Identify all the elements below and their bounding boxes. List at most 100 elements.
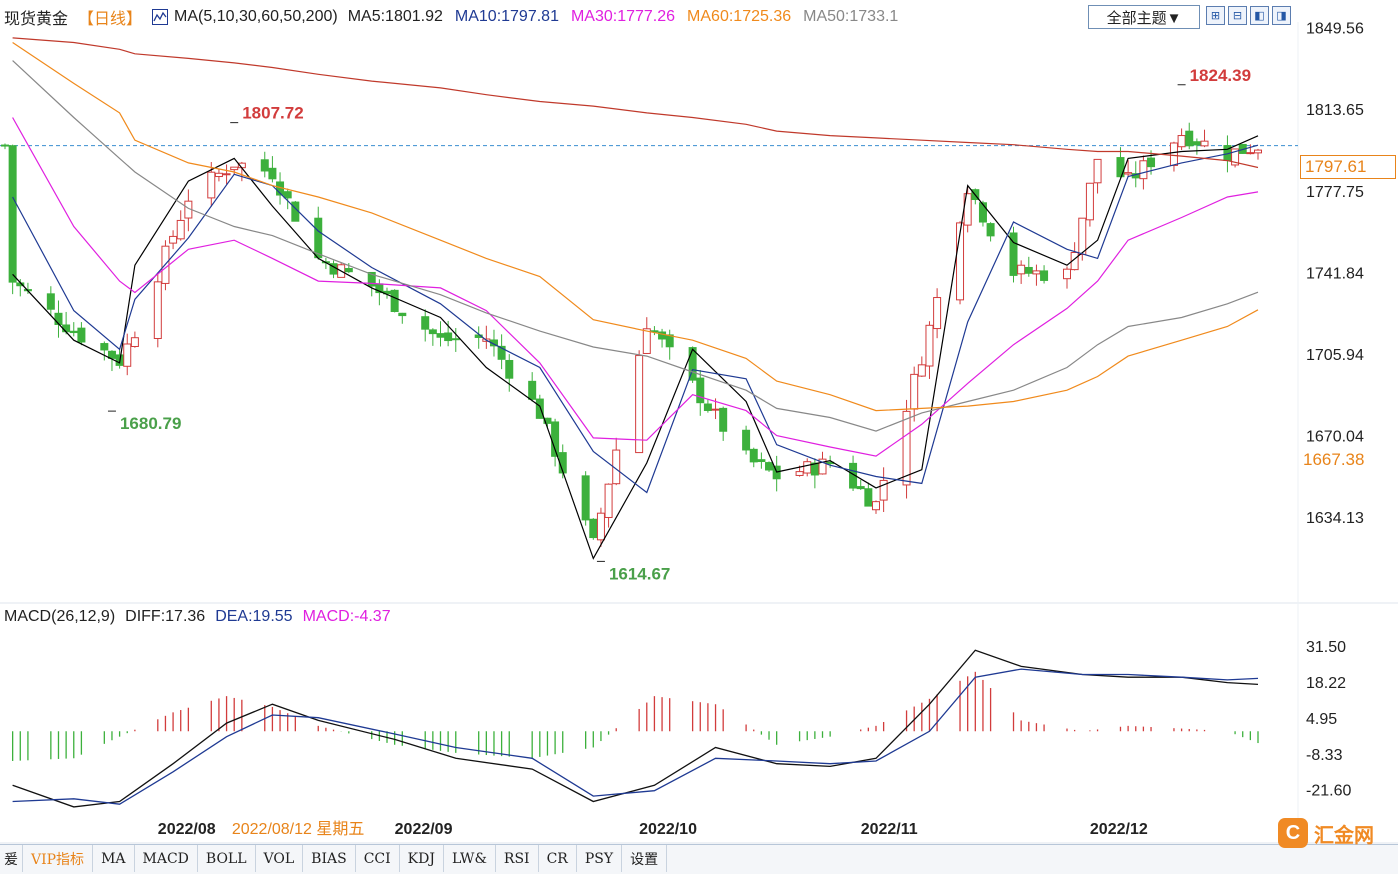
candle [115, 348, 124, 369]
candle [879, 467, 888, 513]
tab-macd[interactable]: MACD [135, 845, 198, 872]
candle-body [1062, 268, 1071, 280]
candle [1169, 141, 1178, 172]
tab-psy[interactable]: PSY [577, 845, 623, 872]
candle [658, 328, 667, 348]
candle-body [856, 486, 865, 490]
candle-body [344, 268, 353, 273]
tab-cr[interactable]: CR [539, 845, 577, 872]
macd-line-dea [12, 668, 1259, 805]
tab-vip[interactable]: VIP指标 [23, 845, 94, 872]
y-tick-label: 1741.84 [1306, 265, 1364, 282]
macd-y-tick-label: 18.22 [1306, 675, 1346, 692]
candle [1116, 147, 1125, 178]
candle-body [207, 171, 216, 199]
ma-values: MA5:1801.92 MA10:1797.81 MA30:1777.26 MA60:… [348, 8, 899, 26]
candle-body [1124, 172, 1133, 175]
candle-body [100, 343, 109, 351]
candle-body [589, 518, 598, 539]
ma-value-2: MA30:1777.26 [570, 8, 676, 25]
candle-body [214, 172, 223, 178]
candle-body [986, 223, 995, 237]
crosshair-icon[interactable]: ⊞ [1206, 6, 1225, 25]
ma60-price-tag: 1667.38 [1303, 450, 1365, 469]
tab-rsi[interactable]: RSI [496, 845, 539, 872]
candle [62, 311, 71, 335]
candle-body [69, 330, 78, 334]
tab-cci[interactable]: CCI [356, 845, 400, 872]
tab-kdj[interactable]: KDJ [400, 845, 444, 872]
period-label[interactable]: 【日线】 [78, 11, 143, 28]
candle-body [451, 338, 460, 341]
candle-body [795, 471, 804, 476]
candle [222, 164, 231, 185]
candle-body [314, 217, 323, 259]
extreme-label: 1807.72 [242, 104, 303, 123]
candle [703, 399, 712, 413]
candle [742, 425, 751, 455]
x-tick-label: 2022/08 [158, 821, 216, 838]
candle [1177, 128, 1186, 150]
candle-body [1116, 157, 1125, 178]
tab-edge[interactable]: 爰 [0, 845, 23, 872]
candle [260, 151, 269, 178]
candle-body [176, 219, 185, 240]
candle [1085, 182, 1094, 227]
candle-body [230, 166, 239, 171]
tab-ma[interactable]: MA [93, 845, 135, 872]
candle-body [62, 324, 71, 333]
extreme-label: 1824.39 [1190, 66, 1251, 85]
candle-body [107, 350, 116, 359]
candle [635, 350, 644, 454]
candle-body [688, 347, 697, 381]
candle [910, 366, 919, 422]
candle [604, 483, 613, 528]
candle-body [54, 312, 63, 325]
indicator-tabs: 爰 VIP指标 MA MACD BOLL VOL BIAS CCI KDJ LW… [0, 844, 1398, 874]
candle [1254, 148, 1262, 160]
candle-body [1085, 182, 1094, 221]
candle [864, 482, 873, 507]
candle-body [528, 380, 537, 400]
ma-params[interactable]: MA(5,10,30,60,50,200) [174, 8, 338, 25]
candle [153, 272, 162, 348]
theme-dropdown[interactable]: 全部主题▼ [1088, 5, 1200, 29]
candle [46, 286, 55, 316]
tab-bias[interactable]: BIAS [303, 845, 356, 872]
candle [329, 260, 338, 279]
candle [749, 447, 758, 468]
tab-lw[interactable]: LW& [444, 845, 496, 872]
candle-body [1177, 135, 1186, 148]
indicator-icon[interactable] [152, 9, 169, 25]
tab-vol[interactable]: VOL [256, 845, 304, 872]
candle [444, 320, 453, 347]
candle-body [864, 488, 873, 507]
tab-settings[interactable]: 设置 [622, 845, 668, 872]
macd-dea: DEA:19.55 [215, 608, 293, 625]
candle-body [978, 202, 987, 223]
candle-body [635, 355, 644, 454]
candle [1040, 265, 1049, 284]
candle-body [1032, 270, 1041, 275]
x-tick-label: 2022/12 [1090, 821, 1148, 838]
candle-body [390, 289, 399, 313]
candle-body [153, 281, 162, 340]
candle [451, 327, 460, 352]
move-right-icon[interactable]: ◨ [1272, 6, 1291, 25]
tab-boll[interactable]: BOLL [198, 845, 256, 872]
candle-body [902, 410, 911, 486]
move-left-icon[interactable]: ◧ [1250, 6, 1269, 25]
candle [1062, 266, 1071, 289]
candle [971, 188, 980, 205]
candle-body [596, 512, 605, 541]
candle [925, 321, 934, 379]
candle [77, 322, 86, 346]
macd-params[interactable]: MACD(26,12,9) [4, 608, 116, 625]
y-tick-label: 1634.13 [1306, 510, 1364, 527]
candle [230, 166, 239, 175]
ma-line-ma60 [12, 42, 1259, 412]
ma-settings[interactable]: MA(5,10,30,60,50,200) [152, 8, 338, 26]
zoom-in-icon[interactable]: ⊟ [1228, 6, 1247, 25]
candle-body [581, 475, 590, 521]
